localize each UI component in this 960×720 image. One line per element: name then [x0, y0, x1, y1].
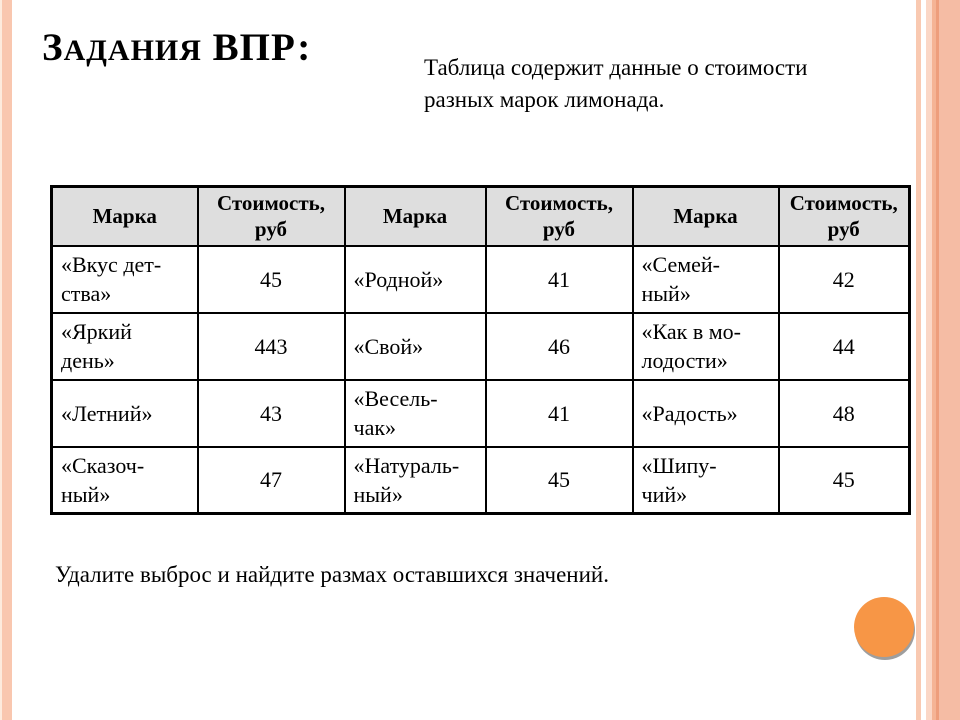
brand-cell: «Сказоч- ный» [50, 445, 199, 515]
price-cell: 42 [777, 244, 911, 314]
price-cell: 43 [196, 378, 346, 448]
price-cell: 41 [484, 244, 634, 314]
table-header-cell: Стоимость, руб [484, 185, 634, 247]
table-header-cell: Марка [343, 185, 487, 247]
price-cell: 47 [196, 445, 346, 515]
brand-cell: «Летний» [50, 378, 199, 448]
brand-cell: «Вкус дет- ства» [50, 244, 199, 314]
orange-circle-decoration [854, 597, 914, 657]
left-edge-stripe [0, 0, 13, 720]
brand-cell: «Весель- чак» [343, 378, 487, 448]
table-row: «Вкус дет- ства» 45 «Родной» 41 «Семей- … [50, 244, 911, 314]
table-header-cell: Стоимость, руб [196, 185, 346, 247]
brand-cell: «Шипу- чий» [631, 445, 780, 515]
price-cell: 45 [777, 445, 911, 515]
price-cell: 41 [484, 378, 634, 448]
slide-title: ЗАДАНИЯ ВПР: [42, 22, 311, 77]
brand-cell: «Свой» [343, 311, 487, 381]
brand-cell: «Родной» [343, 244, 487, 314]
table-row: «Летний» 43 «Весель- чак» 41 «Радость» 4… [50, 378, 911, 448]
table-header-row: Марка Стоимость, руб Марка Стоимость, ру… [50, 185, 911, 247]
price-cell: 45 [196, 244, 346, 314]
table-row: «Яркий день» 443 «Свой» 46 «Как в мо- ло… [50, 311, 911, 381]
table-header-cell: Марка [50, 185, 199, 247]
table-header-cell: Марка [631, 185, 780, 247]
right-edge-stripes [916, 0, 960, 720]
brand-cell: «Яркий день» [50, 311, 199, 381]
title-smallcaps: АДАНИЯ [63, 34, 202, 67]
price-cell: 46 [484, 311, 634, 381]
brand-cell: «Радость» [631, 378, 780, 448]
intro-text: Таблица содержит данные о стоимости разн… [424, 55, 808, 112]
table-header-cell: Стоимость, руб [777, 185, 911, 247]
table-row: «Сказоч- ный» 47 «Натураль- ный» 45 «Шип… [50, 445, 911, 515]
title-lead-letter: З [42, 26, 64, 69]
brand-cell: «Семей- ный» [631, 244, 780, 314]
brand-cell: «Как в мо- лодости» [631, 311, 780, 381]
task-text: Удалите выброс и найдите размах оставших… [55, 562, 609, 587]
price-cell: 443 [196, 311, 346, 381]
price-cell: 45 [484, 445, 634, 515]
lemonade-price-table: Марка Стоимость, руб Марка Стоимость, ру… [50, 185, 911, 515]
title-tail: ВПР: [201, 26, 312, 69]
brand-cell: «Натураль- ный» [343, 445, 487, 515]
price-cell: 48 [777, 378, 911, 448]
price-cell: 44 [777, 311, 911, 381]
